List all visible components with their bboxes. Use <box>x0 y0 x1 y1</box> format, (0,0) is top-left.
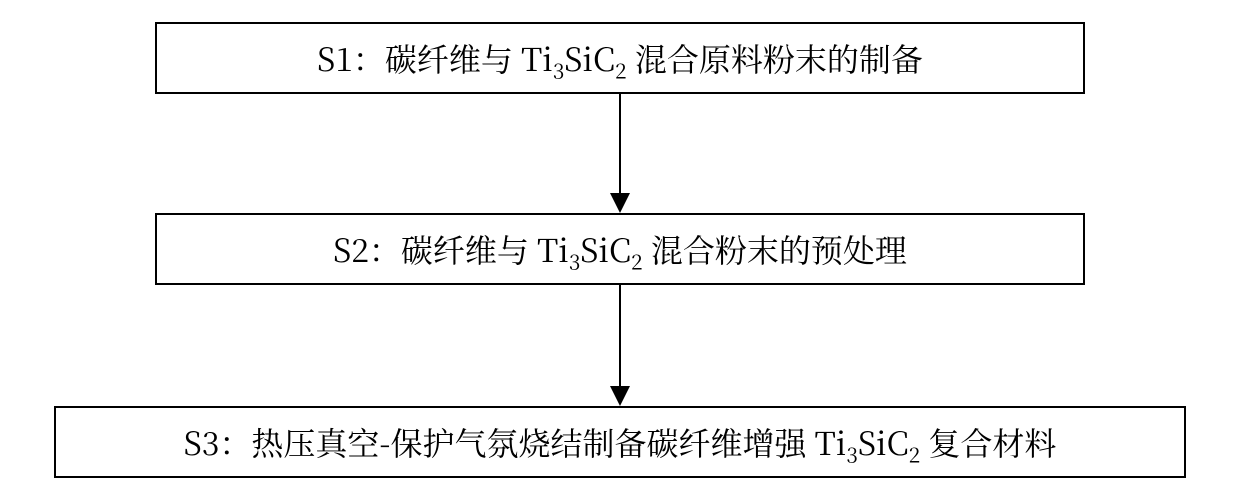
arrow-head-1 <box>610 193 630 213</box>
step-box-s3: S3：热压真空-保护气氛烧结制备碳纤维增强 Ti3SiC2 复合材料 <box>54 406 1186 478</box>
flowchart-canvas: S1：碳纤维与 Ti3SiC2 混合原料粉末的制备 S2：碳纤维与 Ti3SiC… <box>0 0 1240 504</box>
arrow-line-1 <box>619 94 621 194</box>
step-text-s2: S2：碳纤维与 Ti3SiC2 混合粉末的预处理 <box>333 230 907 268</box>
step-text-s1: S1：碳纤维与 Ti3SiC2 混合原料粉末的制备 <box>317 39 923 77</box>
arrow-line-2 <box>619 285 621 387</box>
arrow-head-2 <box>610 386 630 406</box>
step-text-s3: S3：热压真空-保护气氛烧结制备碳纤维增强 Ti3SiC2 复合材料 <box>184 423 1057 461</box>
step-box-s2: S2：碳纤维与 Ti3SiC2 混合粉末的预处理 <box>155 213 1085 285</box>
step-box-s1: S1：碳纤维与 Ti3SiC2 混合原料粉末的制备 <box>155 22 1085 94</box>
